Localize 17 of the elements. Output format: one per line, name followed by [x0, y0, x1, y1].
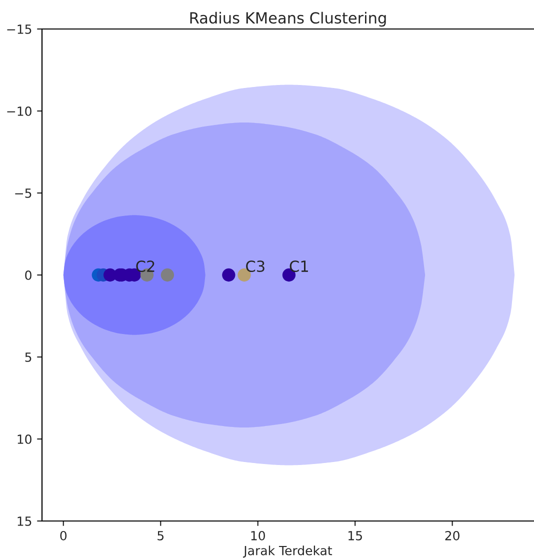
x-tick-label: 20 [445, 530, 460, 540]
annotation: C1 [290, 260, 308, 272]
chart-title: Radius KMeans Clustering [190, 12, 386, 27]
x-axis-title: Jarak Terdekat [243, 546, 332, 558]
y-tick-label: −15 [7, 24, 32, 34]
x-tick-label: 15 [348, 531, 362, 540]
y-tick-label: 10 [18, 434, 32, 444]
annotation: C3 [246, 260, 264, 272]
x-tick-label: 5 [158, 531, 164, 540]
x-tick-label: 10 [251, 530, 265, 540]
y-tick-label: −5 [15, 188, 32, 198]
y-tick-label: 0 [25, 270, 32, 280]
y-tick-label: −10 [7, 106, 32, 116]
y-tick-label: 5 [25, 352, 32, 362]
y-tick-label: 15 [18, 516, 32, 526]
annotation: C2 [136, 260, 154, 272]
x-tick-label: 0 [60, 530, 67, 540]
